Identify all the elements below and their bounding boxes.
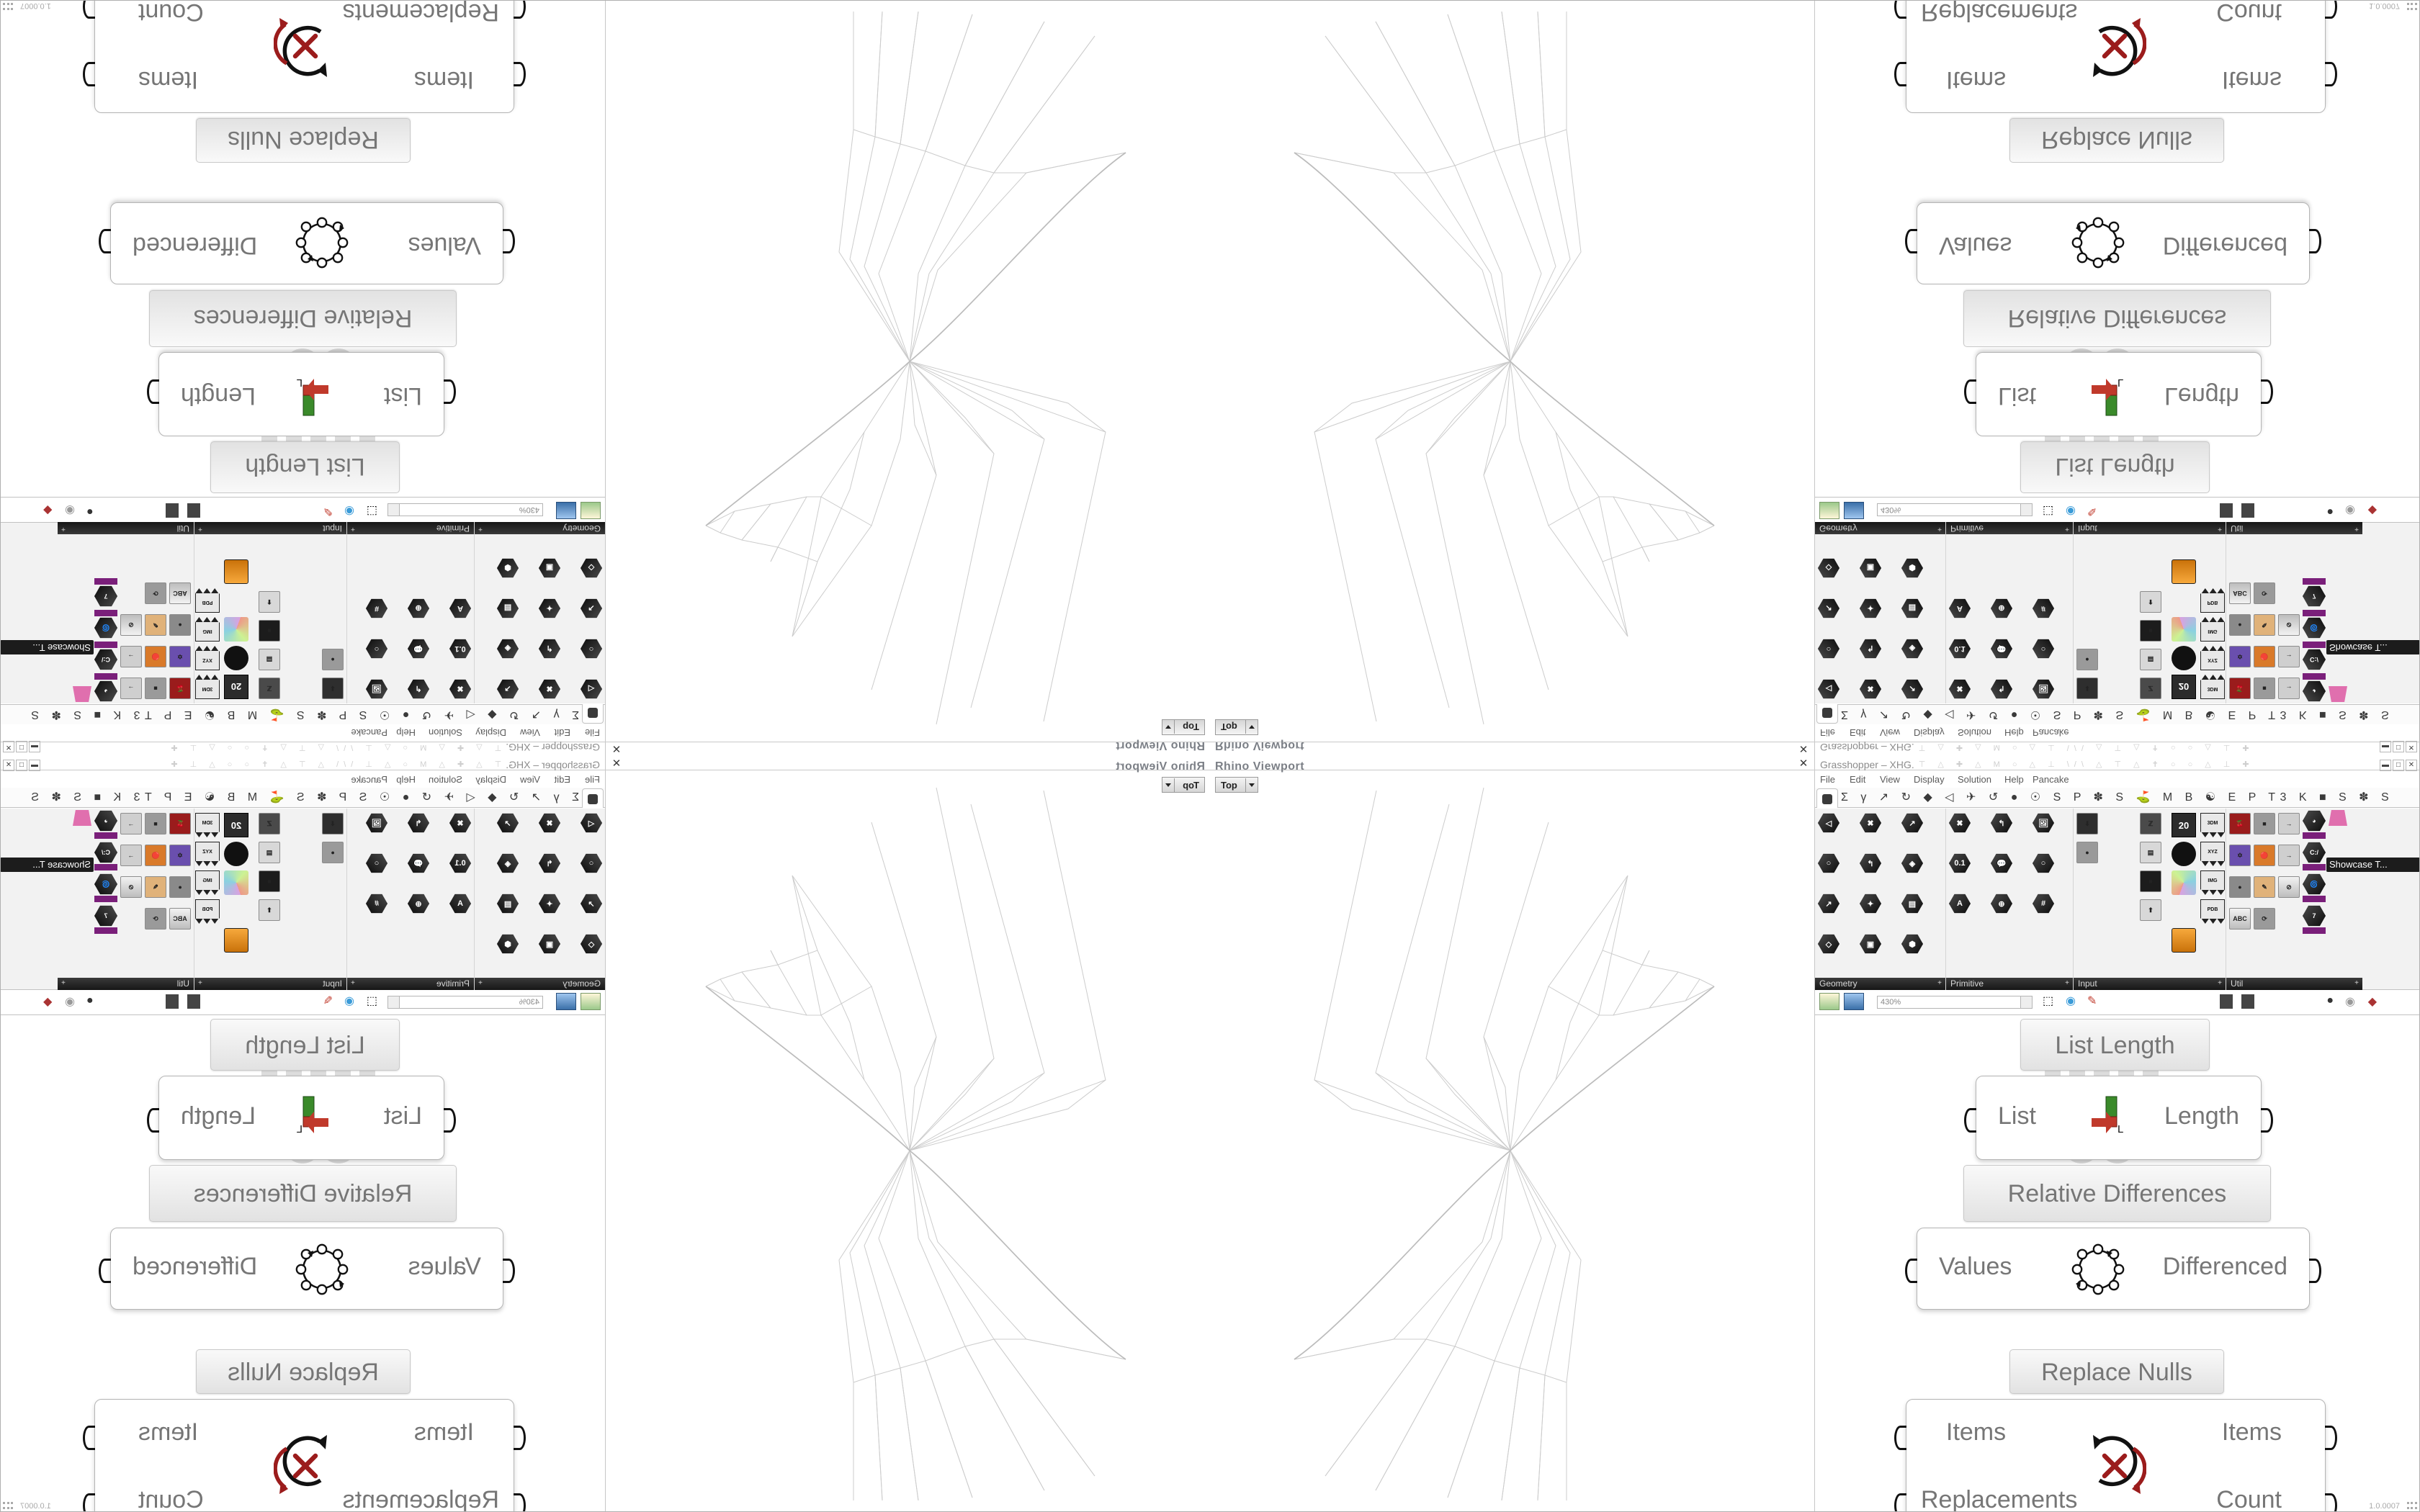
svg-text:L: L — [297, 1123, 302, 1135]
svg-text:L: L — [2118, 1123, 2123, 1135]
svg-text:L: L — [2118, 377, 2123, 389]
svg-text:L: L — [297, 377, 302, 389]
